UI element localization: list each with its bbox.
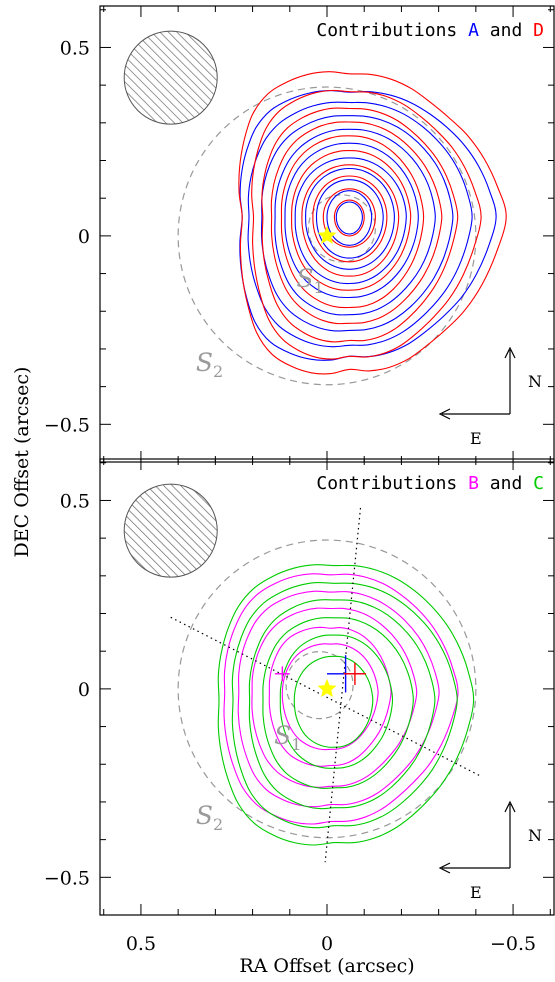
contour-C bbox=[279, 634, 394, 769]
contour-B bbox=[268, 626, 392, 767]
contour-A bbox=[247, 101, 473, 348]
compass-north-label: N bbox=[528, 826, 542, 845]
contour-D bbox=[301, 164, 400, 277]
bottom-panel: 0.5 0 −0.5 0.5 0 −0.5 S1 S2 Contribution… bbox=[44, 458, 555, 955]
top-panel-ytick-labels: 0.5 0 −0.5 bbox=[44, 37, 90, 436]
dotted-line bbox=[170, 616, 480, 777]
contour-C bbox=[293, 655, 374, 748]
region-s2-label: S2 bbox=[196, 348, 223, 381]
legend-series-b: D bbox=[533, 20, 544, 41]
xtick-label: 0.5 bbox=[126, 933, 156, 955]
contour-B bbox=[281, 643, 379, 751]
top-ytick-label: 0.5 bbox=[60, 37, 90, 59]
top-contours bbox=[238, 71, 507, 375]
bottom-ytick-label: 0 bbox=[78, 679, 90, 701]
contour-C bbox=[217, 564, 475, 846]
legend: Contributions B and C bbox=[316, 473, 544, 494]
region-s2-label: S2 bbox=[196, 801, 223, 834]
region-s2-circle bbox=[177, 86, 477, 386]
bottom-panel-ytick-labels: 0.5 0 −0.5 bbox=[44, 490, 90, 889]
contour-D bbox=[270, 121, 443, 325]
region-s1-circle bbox=[285, 651, 354, 720]
region-s1-label: S1 bbox=[274, 721, 301, 754]
beam-ellipse bbox=[123, 30, 218, 125]
contour-D bbox=[280, 135, 425, 309]
contour-A bbox=[260, 115, 454, 332]
top-ytick-label: 0 bbox=[78, 226, 90, 248]
region-s1-label: S1 bbox=[296, 264, 323, 297]
contour-C bbox=[262, 617, 414, 789]
star-marker bbox=[317, 225, 337, 244]
contour-A bbox=[274, 128, 436, 316]
compass-north-label: N bbox=[528, 372, 542, 391]
legend-series-b: C bbox=[533, 473, 544, 494]
compass-east-label: E bbox=[470, 883, 482, 902]
contour-A bbox=[284, 142, 419, 299]
contour-D bbox=[312, 175, 388, 263]
xtick-label: 0 bbox=[321, 933, 333, 955]
bottom-panel-xtick-labels: 0.5 0 −0.5 bbox=[126, 933, 536, 955]
contour-D bbox=[291, 150, 412, 291]
contour-A bbox=[305, 167, 395, 270]
bottom-ytick-label: 0.5 bbox=[60, 490, 90, 512]
contour-A bbox=[326, 190, 373, 246]
contour-D bbox=[322, 188, 376, 248]
star-marker bbox=[317, 678, 337, 697]
contour-A bbox=[239, 90, 497, 361]
contour-C bbox=[231, 581, 458, 829]
cross-markers bbox=[274, 655, 367, 693]
contour-B bbox=[237, 590, 440, 808]
compass: N E bbox=[438, 346, 542, 448]
dotted-line bbox=[324, 507, 362, 863]
beam-ellipse bbox=[123, 483, 218, 578]
xtick-label: −0.5 bbox=[490, 933, 536, 955]
contour-B bbox=[251, 607, 418, 788]
y-axis-title: DEC Offset (arcsec) bbox=[11, 367, 33, 558]
contour-C bbox=[248, 599, 436, 810]
contour-D bbox=[251, 89, 482, 360]
contour-D bbox=[333, 199, 365, 237]
contour-D bbox=[261, 107, 459, 343]
bottom-ytick-label: −0.5 bbox=[44, 867, 90, 889]
x-axis-title: RA Offset (arcsec) bbox=[239, 955, 414, 977]
contour-A bbox=[294, 157, 407, 285]
contour-A bbox=[315, 179, 384, 259]
bottom-contours bbox=[217, 564, 475, 846]
legend-series-a: B bbox=[468, 473, 479, 494]
contour-D bbox=[238, 71, 507, 375]
top-ytick-label: −0.5 bbox=[44, 414, 90, 436]
legend-series-a: A bbox=[468, 20, 479, 41]
region-s1-circle bbox=[307, 194, 376, 263]
legend: Contributions A and D bbox=[316, 20, 544, 41]
compass-east-label: E bbox=[470, 429, 482, 448]
top-panel: 0.5 0 −0.5 S1 S2 Contributions A and D N… bbox=[44, 5, 555, 463]
compass: N E bbox=[438, 800, 542, 902]
contour-A bbox=[335, 201, 363, 235]
bottom-panel-ticks bbox=[100, 459, 554, 916]
